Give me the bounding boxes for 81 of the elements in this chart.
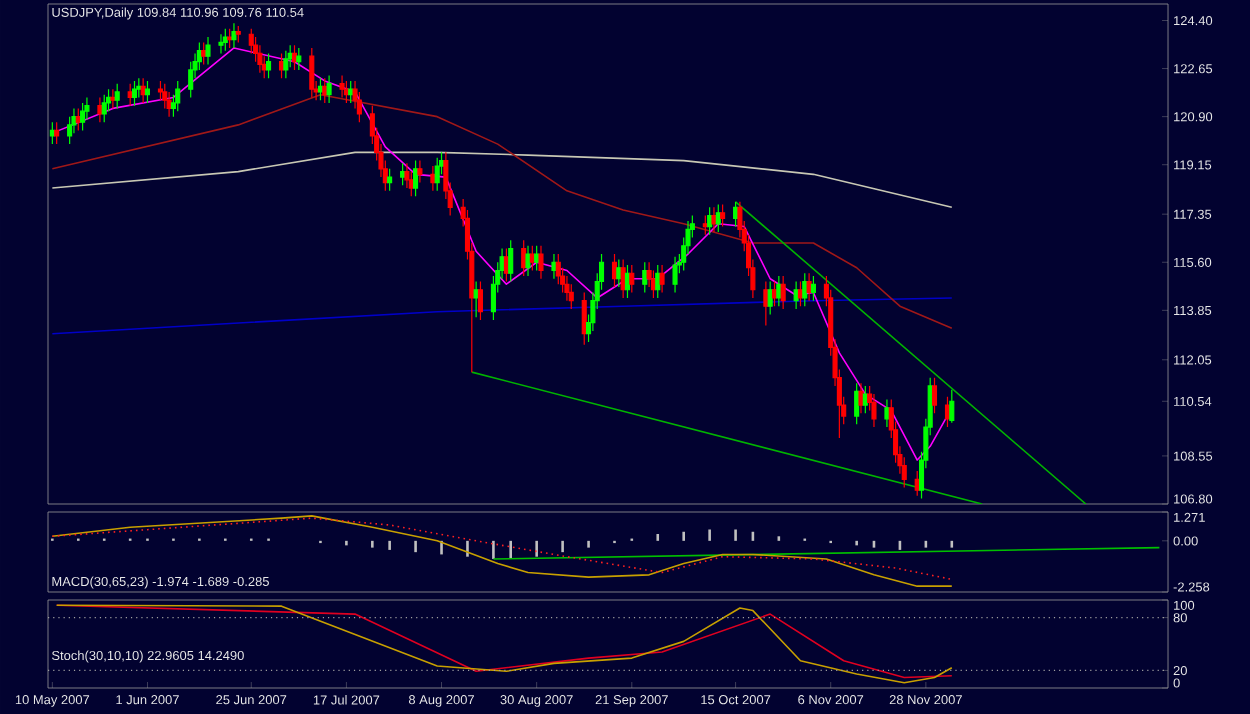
candlestick: [140, 77, 146, 104]
candlestick: [430, 165, 436, 192]
candlestick: [525, 245, 531, 277]
candlestick: [434, 157, 440, 192]
candlestick: [222, 28, 228, 52]
candlestick: [564, 275, 570, 302]
candlestick: [763, 280, 769, 327]
candlestick: [871, 393, 877, 428]
candlestick: [248, 28, 254, 55]
candlestick: [175, 80, 181, 112]
candlestick: [231, 22, 237, 49]
candlestick: [166, 91, 172, 118]
candlestick: [387, 168, 393, 192]
candlestick: [309, 47, 315, 99]
candlestick: [473, 280, 479, 318]
candlestick: [776, 275, 782, 307]
candlestick: [702, 214, 708, 236]
candlestick: [80, 102, 86, 131]
candlestick: [551, 253, 557, 280]
candlestick: [201, 41, 207, 66]
candlestick: [802, 272, 808, 307]
candlestick: [188, 61, 194, 99]
candlestick: [235, 25, 241, 44]
line-series: [51, 297, 953, 335]
candlestick: [417, 160, 423, 184]
candlestick: [413, 160, 419, 197]
candlestick: [49, 121, 55, 145]
candlestick: [326, 74, 332, 104]
candlestick: [629, 264, 635, 294]
candlestick: [858, 382, 864, 414]
candlestick: [266, 52, 272, 79]
candlestick: [568, 283, 574, 310]
line-series: [51, 93, 953, 329]
candlestick: [797, 280, 803, 307]
candlestick: [884, 399, 890, 428]
candlestick: [283, 50, 289, 79]
candlestick: [555, 253, 561, 285]
candlestick: [508, 239, 514, 283]
candlestick: [291, 44, 298, 71]
candlestick: [806, 272, 812, 302]
candlestick: [477, 280, 483, 321]
candlestick: [538, 245, 544, 280]
candlestick: [672, 256, 678, 294]
candlestick: [296, 47, 302, 71]
candlestick: [54, 121, 60, 145]
candlestick: [196, 41, 202, 71]
candlestick: [127, 83, 133, 107]
candlestick: [67, 116, 73, 145]
candlestick: [339, 74, 345, 99]
candlestick: [110, 88, 116, 110]
candlestick: [720, 203, 726, 228]
candlestick: [862, 385, 868, 414]
candlestick: [136, 77, 142, 99]
candlestick: [711, 206, 717, 233]
candlestick: [659, 264, 665, 294]
candlestick: [780, 275, 786, 310]
candlestick: [616, 258, 622, 288]
candlestick: [131, 80, 138, 107]
candlestick: [162, 83, 168, 110]
candlestick: [101, 94, 107, 123]
candlestick: [771, 280, 778, 307]
candlestick: [227, 28, 233, 49]
candlestick: [322, 77, 328, 104]
candlestick: [218, 33, 224, 55]
candlestick: [810, 275, 816, 302]
candlestick: [317, 77, 323, 101]
candlestick: [278, 52, 285, 79]
candlestick: [793, 280, 799, 310]
candlestick: [949, 389, 955, 424]
candlestick: [257, 44, 263, 74]
candlestick: [931, 377, 938, 414]
candlestick: [157, 80, 163, 101]
candlestick: [404, 162, 410, 189]
candlestick: [400, 162, 406, 186]
candlestick: [75, 107, 81, 131]
line-series: [51, 151, 953, 209]
candlestick: [144, 80, 151, 104]
candlestick: [642, 261, 648, 294]
candlestick: [97, 96, 103, 123]
candlestick: [114, 83, 120, 110]
candlestick: [205, 36, 211, 66]
